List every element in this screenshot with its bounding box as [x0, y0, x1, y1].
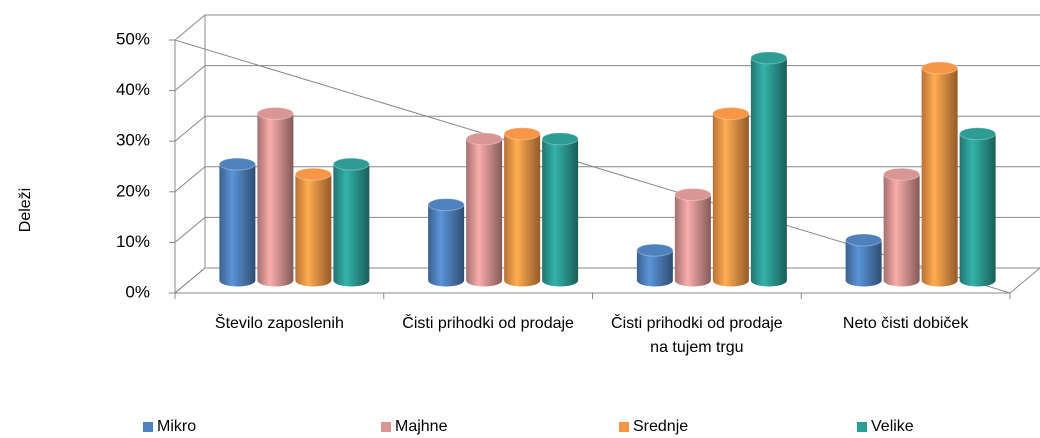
bar-top — [256, 107, 294, 121]
legend-label: Velike — [871, 418, 914, 435]
bar-top — [465, 132, 503, 146]
bar — [845, 240, 882, 287]
legend-item: Srednje — [619, 418, 688, 436]
bar — [466, 138, 503, 287]
legend-swatch — [143, 422, 153, 432]
bar-top — [427, 198, 465, 212]
bar-top — [921, 61, 959, 75]
legend-item: Velike — [857, 418, 914, 436]
y-tick-label: 40% — [116, 80, 150, 99]
bar-top — [883, 167, 921, 181]
bar-top — [750, 51, 788, 65]
bar — [712, 113, 749, 287]
bar-top — [541, 132, 579, 146]
bar — [295, 174, 332, 287]
legend-item: Majhne — [381, 418, 447, 436]
grid-line — [174, 115, 1040, 142]
x-tick-label: Čisti prihodki od prodaje na tujem trgu — [611, 315, 783, 356]
bar — [542, 138, 579, 287]
bar — [921, 67, 958, 287]
y-tick-label: 30% — [116, 131, 150, 150]
bar — [750, 57, 787, 287]
y-tick-label: 20% — [116, 181, 150, 200]
bar-top — [636, 243, 674, 257]
bar-top — [959, 127, 997, 141]
y-tick-label: 0% — [125, 282, 150, 301]
bar-top — [218, 157, 256, 171]
legend-label: Srednje — [633, 418, 689, 435]
bar — [257, 113, 294, 287]
bar — [636, 250, 673, 287]
bar-top — [674, 187, 712, 201]
y-tick-label: 50% — [116, 29, 150, 48]
legend-swatch — [381, 422, 391, 432]
grid-line — [174, 65, 1040, 91]
legend-swatch — [857, 422, 867, 432]
bar-top — [712, 107, 750, 121]
bar — [883, 174, 920, 287]
legend-label: Majhne — [395, 418, 448, 435]
bar-top — [332, 157, 370, 171]
bar — [333, 164, 370, 287]
bar — [959, 133, 996, 287]
x-tick-label: Čisti prihodki od prodaje — [402, 315, 574, 332]
y-axis-label: Deleži — [17, 188, 34, 232]
y-tick-label: 10% — [116, 232, 150, 251]
grid-line — [174, 14, 1040, 41]
legend-item: Mikro — [143, 418, 196, 436]
bar-top — [845, 233, 883, 247]
legend-label: Mikro — [157, 418, 197, 435]
bar — [219, 164, 256, 287]
bar — [674, 194, 711, 287]
legend-swatch — [619, 422, 629, 432]
x-tick-label: Neto čisti dobiček — [842, 315, 969, 332]
bar — [428, 204, 465, 287]
x-tick-label: Število zaposlenih — [214, 315, 344, 332]
bar — [504, 133, 541, 287]
bar-top — [294, 167, 332, 181]
bar-top — [503, 127, 541, 141]
